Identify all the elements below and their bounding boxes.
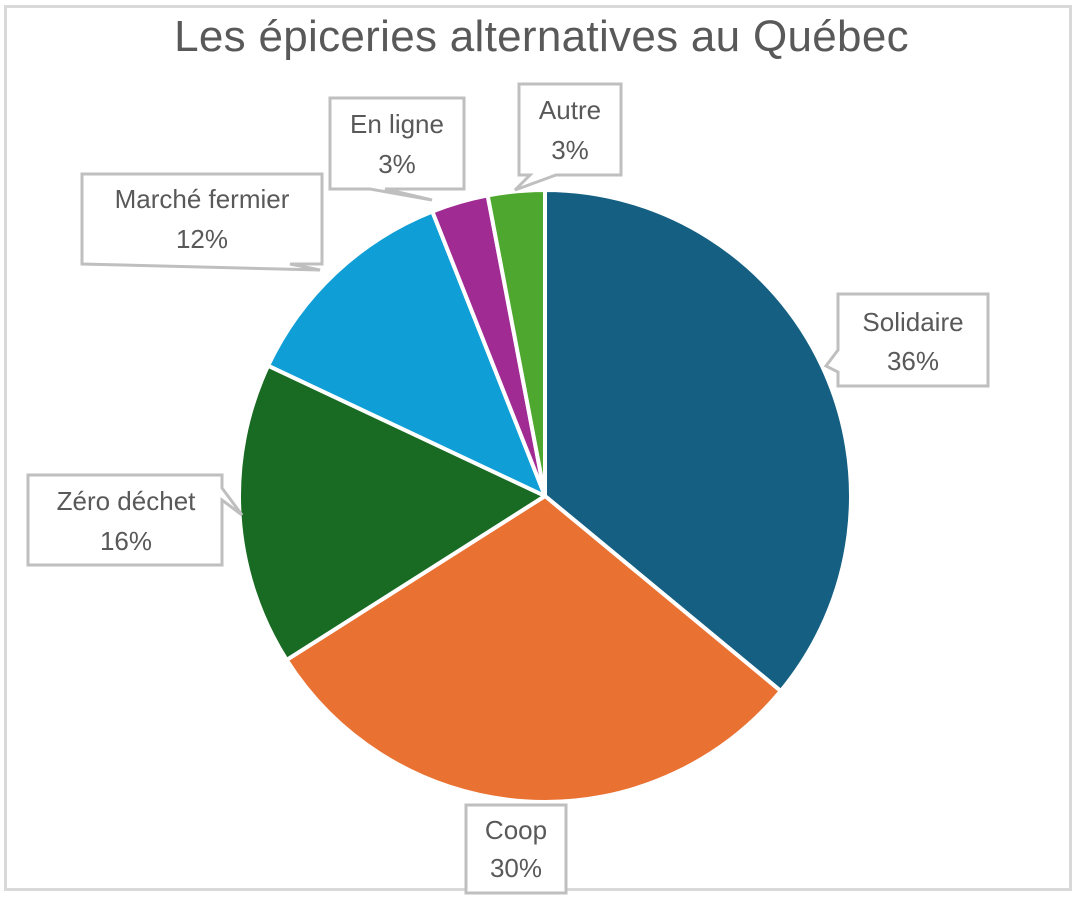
pie-slice-autre: [485, 188, 547, 498]
data-label-coop: Coop 30%: [464, 803, 568, 895]
data-label-marche-fermier: Marché fermier 12%: [80, 172, 324, 272]
pie-slice-zero-dechet: [237, 363, 547, 662]
label-percent: 30%: [490, 853, 542, 883]
label-category: Zéro déchet: [57, 486, 197, 516]
label-category: En ligne: [350, 109, 444, 139]
pie-slices: [237, 188, 853, 804]
label-percent: 3%: [551, 135, 589, 165]
label-category: Coop: [485, 815, 547, 845]
label-percent: 3%: [378, 149, 416, 179]
data-label-en-ligne: En ligne 3%: [328, 96, 466, 202]
label-percent: 12%: [176, 224, 228, 254]
data-label-autre: Autre 3%: [513, 82, 623, 192]
label-percent: 36%: [887, 346, 939, 376]
chart-title: Les épiceries alternatives au Québec: [174, 12, 909, 61]
pie-slice-coop: [284, 494, 783, 804]
pie-slice-solidaire: [543, 188, 853, 694]
pie-slice-marche-fermier: [266, 209, 547, 498]
label-category: Marché fermier: [115, 184, 290, 214]
data-label-solidaire: Solidaire 36%: [823, 292, 990, 388]
label-category: Autre: [539, 95, 601, 125]
label-category: Solidaire: [862, 307, 963, 337]
label-percent: 16%: [100, 526, 152, 556]
data-label-zero-dechet: Zéro déchet 16%: [26, 473, 244, 567]
